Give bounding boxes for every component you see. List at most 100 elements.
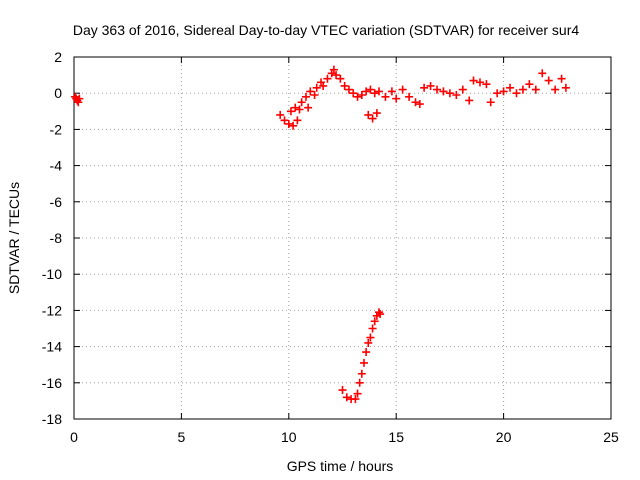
data-point <box>392 94 401 103</box>
y-tick-label: -8 <box>50 230 63 246</box>
data-point <box>486 98 495 107</box>
data-point <box>439 87 448 96</box>
x-tick-label: 10 <box>281 429 297 445</box>
data-point <box>544 76 553 85</box>
data-point <box>561 83 570 92</box>
data-point <box>368 324 377 333</box>
data-point <box>332 71 341 80</box>
data-point <box>340 81 349 90</box>
y-tick-label: -18 <box>42 411 62 427</box>
y-tick-label: -6 <box>50 194 63 210</box>
data-point <box>364 338 373 347</box>
data-point <box>506 83 515 92</box>
data-point <box>375 87 384 96</box>
y-tick-label: -16 <box>42 375 62 391</box>
data-point <box>362 87 371 96</box>
data-point <box>312 83 321 92</box>
data-point <box>74 98 83 107</box>
data-point <box>359 358 368 367</box>
data-point <box>344 85 353 94</box>
data-point <box>368 114 377 123</box>
y-axis-label: SDTVAR / TECUs <box>6 182 22 294</box>
data-point <box>551 85 560 94</box>
data-point <box>525 80 534 89</box>
data-point <box>398 85 407 94</box>
data-point <box>482 80 491 89</box>
data-point <box>376 310 385 319</box>
data-point <box>557 74 566 83</box>
data-point <box>295 105 304 114</box>
data-point <box>310 91 319 100</box>
data-point <box>370 89 379 98</box>
y-tick-label: 0 <box>54 85 62 101</box>
data-point <box>75 94 84 103</box>
data-point <box>342 393 351 402</box>
data-point <box>353 92 362 101</box>
x-tick-label: 25 <box>603 429 619 445</box>
chart-title: Day 363 of 2016, Sidereal Day-to-day VTE… <box>73 22 579 38</box>
data-point <box>531 85 540 94</box>
data-point <box>458 85 467 94</box>
data-point <box>364 110 373 119</box>
data-point <box>353 389 362 398</box>
data-point <box>375 308 384 317</box>
y-tick-label: -12 <box>42 302 62 318</box>
x-tick-label: 5 <box>178 429 186 445</box>
x-tick-label: 0 <box>70 429 78 445</box>
data-point <box>286 107 295 116</box>
x-tick-label: 20 <box>496 429 512 445</box>
data-point <box>415 100 424 109</box>
data-point <box>323 74 332 83</box>
data-point <box>493 89 502 98</box>
data-point <box>426 81 435 90</box>
data-point <box>405 92 414 101</box>
data-point <box>284 119 293 128</box>
data-point <box>366 85 375 94</box>
data-point <box>469 76 478 85</box>
data-point <box>387 87 396 96</box>
data-point <box>372 109 381 118</box>
data-point <box>338 386 347 395</box>
data-point <box>336 74 345 83</box>
data-point <box>280 116 289 125</box>
data-point <box>357 369 366 378</box>
data-point <box>276 110 285 119</box>
data-point <box>538 69 547 78</box>
data-point <box>475 78 484 87</box>
data-point <box>306 87 315 96</box>
data-point <box>518 85 527 94</box>
data-point <box>297 98 306 107</box>
data-point <box>499 87 508 96</box>
data-point <box>370 317 379 326</box>
data-point <box>319 81 328 90</box>
data-point <box>433 85 442 94</box>
data-points <box>71 65 570 404</box>
y-tick-label: -2 <box>50 121 63 137</box>
x-tick-label: 15 <box>388 429 404 445</box>
data-point <box>293 116 302 125</box>
data-point <box>289 121 298 130</box>
data-point <box>357 91 366 100</box>
x-axis-label: GPS time / hours <box>287 458 394 474</box>
data-point <box>381 92 390 101</box>
y-tick-label: -14 <box>42 339 62 355</box>
data-point <box>411 98 420 107</box>
data-point <box>362 348 371 357</box>
data-point <box>351 395 360 404</box>
data-point <box>420 83 429 92</box>
grid <box>74 57 611 419</box>
data-point <box>445 89 454 98</box>
y-tick-label: -4 <box>50 158 63 174</box>
data-point <box>452 91 461 100</box>
data-point <box>355 378 364 387</box>
data-point <box>512 89 521 98</box>
data-point <box>301 92 310 101</box>
y-tick-label: -10 <box>42 266 62 282</box>
data-point <box>304 103 313 112</box>
data-point <box>366 333 375 342</box>
data-point <box>465 96 474 105</box>
data-point <box>349 89 358 98</box>
data-point <box>291 103 300 112</box>
